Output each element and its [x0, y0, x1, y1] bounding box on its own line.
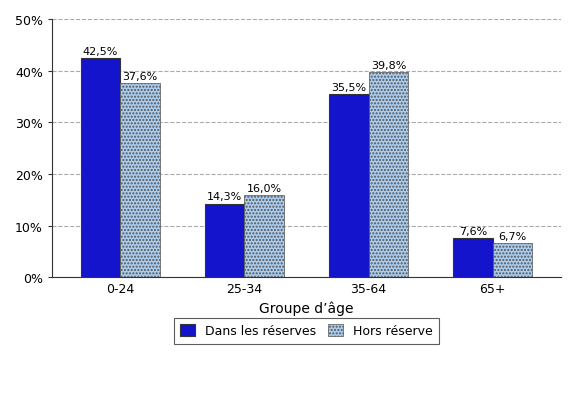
- Text: 14,3%: 14,3%: [207, 192, 242, 202]
- Text: 16,0%: 16,0%: [247, 183, 282, 193]
- Bar: [244, 195, 284, 278]
- Text: 42,5%: 42,5%: [83, 47, 118, 57]
- Bar: [329, 95, 369, 278]
- Bar: [369, 73, 408, 278]
- X-axis label: Groupe d’âge: Groupe d’âge: [259, 301, 354, 316]
- Text: 35,5%: 35,5%: [331, 83, 366, 93]
- Bar: [492, 243, 532, 278]
- Text: 6,7%: 6,7%: [498, 231, 526, 241]
- Text: 7,6%: 7,6%: [458, 227, 487, 237]
- Bar: [453, 239, 492, 278]
- Text: 37,6%: 37,6%: [123, 72, 158, 82]
- Bar: [120, 84, 160, 278]
- Bar: [204, 204, 244, 278]
- Text: 39,8%: 39,8%: [371, 61, 406, 71]
- Legend: Dans les réserves, Hors réserve: Dans les réserves, Hors réserve: [173, 318, 439, 344]
- Bar: [81, 59, 120, 278]
